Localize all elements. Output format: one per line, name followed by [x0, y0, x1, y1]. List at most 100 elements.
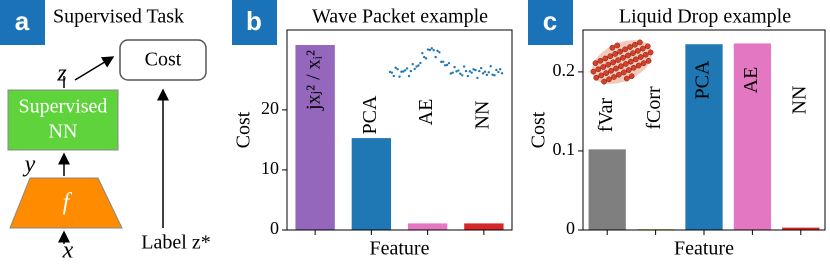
bar [733, 43, 772, 230]
inset-atom [625, 52, 631, 59]
x-axis-label: Feature [370, 238, 430, 260]
inset-atom [618, 63, 624, 70]
inset-dot [499, 68, 502, 71]
inset-dot [428, 48, 432, 52]
inset-dot [430, 47, 433, 50]
x-text: x [62, 238, 74, 264]
inset-atom [614, 42, 621, 49]
inset-atom [647, 49, 654, 56]
inset-atom [595, 66, 602, 73]
inset-dot [459, 72, 462, 75]
category-label: AE [740, 67, 762, 94]
inset-dot [497, 70, 500, 74]
inset-atom [609, 44, 616, 51]
label-text: Label z* [141, 232, 210, 254]
x-axis-label: Feature [674, 238, 734, 260]
inset-atom [617, 48, 624, 55]
inset-atom [628, 58, 634, 65]
inset-dot [415, 65, 418, 68]
inset-dot [493, 74, 496, 77]
inset-atom [644, 43, 651, 50]
chart-title: Wave Packet example [312, 6, 488, 28]
inset-dot [398, 75, 401, 78]
inset-dot [491, 73, 494, 76]
inset-dot [426, 48, 430, 51]
y-tick-label: 10 [261, 158, 279, 178]
inset-dot [440, 60, 443, 64]
inset-dot [462, 65, 466, 68]
inset-dot [453, 65, 456, 69]
y-tick-label: 0 [566, 218, 575, 238]
panel-label-box [232, 0, 277, 45]
inset-dot [485, 73, 489, 77]
inset-dot [466, 74, 470, 78]
inset-dot [388, 70, 392, 74]
bar [782, 227, 820, 230]
bar [295, 45, 335, 230]
inset-atom [602, 55, 609, 62]
inset-dot [400, 70, 403, 73]
inset-atom [608, 67, 614, 74]
inset-dot [407, 74, 411, 78]
y-tick-label: 0.1 [553, 139, 576, 159]
inset-dot [447, 61, 451, 65]
inset-atom [642, 51, 649, 58]
category-label: NN [788, 86, 810, 115]
nn-box [7, 89, 119, 151]
inset-atom [635, 62, 642, 69]
inset-atom [610, 59, 616, 66]
category-label: PCA [692, 60, 714, 99]
inset-atom [612, 51, 619, 57]
category-label: fVar [595, 97, 617, 132]
arrow [74, 56, 115, 81]
y-tick-label: 0.2 [553, 60, 576, 80]
inset-atom [623, 61, 629, 67]
inset-atom [593, 74, 600, 81]
inset-dot [434, 55, 437, 59]
bar [685, 44, 723, 230]
z-text: z [56, 61, 67, 87]
inset-dot [449, 72, 452, 75]
nn-text: NN [49, 121, 78, 143]
inset-dot [451, 71, 454, 74]
inset-dot [478, 69, 481, 73]
inset-atom [630, 64, 637, 71]
cost-text: Cost [145, 49, 182, 71]
inset-atom [620, 69, 627, 76]
inset-dot [461, 74, 464, 77]
chart-title: Liquid Drop example [619, 6, 791, 28]
inset-dot [423, 55, 426, 59]
f-text: f [63, 190, 73, 216]
inset-dot [472, 68, 475, 71]
inset-dot [464, 69, 468, 73]
category-label: PCA [359, 95, 381, 134]
inset-dot [390, 71, 394, 74]
inset-atom [645, 58, 652, 64]
inset-atom [590, 68, 597, 75]
inset-dot [413, 67, 416, 71]
inset-atom [632, 56, 639, 63]
inset-dot [474, 68, 477, 72]
inset-dot [409, 69, 413, 73]
y-text: y [23, 152, 36, 178]
inset-atom [639, 45, 646, 52]
inset-dot [468, 70, 471, 73]
inset-atom [625, 67, 632, 73]
category-label: jxⱼ² / xᵢ² [303, 50, 325, 111]
panel-label: a [15, 6, 30, 36]
bar [407, 223, 448, 230]
inset-atom [637, 39, 643, 46]
inset-dot [424, 57, 428, 60]
inset-dot [392, 74, 395, 78]
inset-atom [627, 44, 633, 50]
inset-dot [487, 71, 490, 74]
inset-dot [442, 60, 445, 63]
inset-atom [613, 65, 619, 72]
y-axis-label: Cost [528, 111, 550, 148]
inset-atom [616, 71, 622, 78]
inset-atom [630, 50, 636, 57]
plot-frame [582, 29, 826, 231]
inset-atom [635, 48, 641, 54]
panel-label-box [528, 0, 573, 45]
inset-atom [592, 60, 599, 66]
